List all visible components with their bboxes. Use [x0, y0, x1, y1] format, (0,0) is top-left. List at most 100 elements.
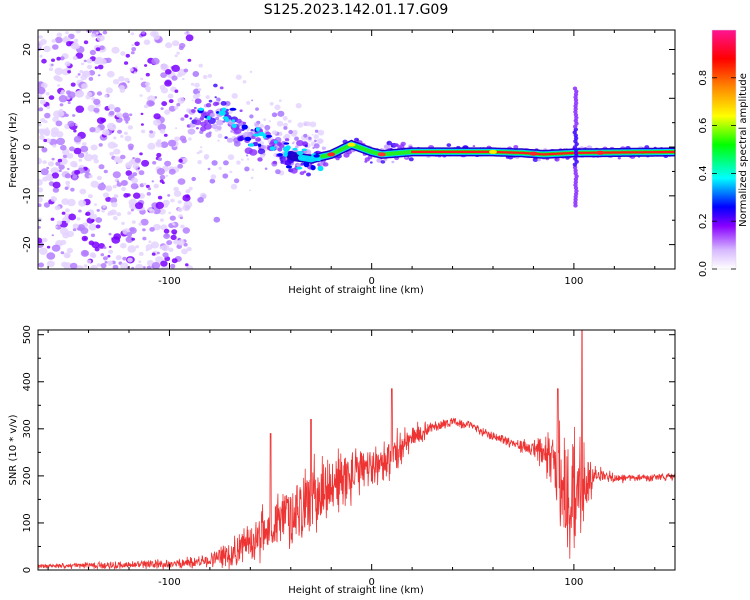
spike-blob [573, 180, 578, 185]
track-halo [252, 141, 259, 147]
noise-blob [67, 70, 71, 74]
noise-blob [244, 166, 250, 172]
noise-blob [224, 100, 231, 107]
track-patch [269, 146, 276, 151]
track-halo [472, 145, 476, 148]
noise-blob [89, 252, 96, 258]
noise-blob [115, 255, 122, 261]
track-halo [380, 160, 386, 164]
spike-blob [573, 133, 578, 138]
noise-blob [132, 172, 138, 177]
track-patch [206, 115, 211, 120]
noise-blob [50, 217, 55, 221]
noise-blob [168, 105, 176, 112]
track-halo [194, 98, 202, 104]
track-halo [220, 101, 227, 106]
noise-blob [97, 64, 104, 70]
noise-blob [70, 187, 75, 192]
noise-blob [125, 170, 133, 176]
noise-blob [151, 252, 156, 256]
noise-blob [120, 134, 124, 138]
noise-blob [59, 103, 64, 107]
noise-blob [156, 139, 162, 144]
track-halo [322, 162, 329, 167]
noise-blob [222, 173, 229, 179]
track-patch [258, 131, 265, 137]
noise-blob [58, 108, 64, 113]
noise-blob [127, 257, 133, 263]
noise-blob [56, 131, 64, 138]
noise-blob [159, 128, 166, 134]
noise-blob [78, 209, 82, 213]
colorbar-tick-label: 0.2 [698, 213, 709, 229]
noise-blob [38, 178, 43, 186]
noise-blob [160, 218, 164, 222]
spike-blob [573, 168, 578, 173]
track-patch [229, 107, 237, 111]
noise-blob [93, 98, 101, 105]
noise-blob [145, 248, 149, 252]
track-halo [383, 144, 390, 150]
noise-blob [67, 120, 75, 127]
noise-blob [118, 76, 125, 82]
noise-blob [174, 127, 178, 130]
spike-blob [572, 145, 578, 150]
noise-blob [120, 262, 129, 269]
noise-blob [89, 127, 96, 133]
noise-blob [268, 120, 271, 123]
noise-blob [84, 153, 93, 162]
colorbar-tick-label: 0.0 [698, 261, 709, 277]
noise-blob [204, 156, 209, 160]
noise-blob [103, 169, 108, 174]
noise-blob [73, 135, 82, 143]
noise-blob [113, 143, 118, 148]
x-tick-label: 0 [368, 276, 374, 287]
noise-blob [52, 144, 57, 148]
noise-blob [308, 136, 312, 140]
noise-blob [135, 245, 140, 249]
track-halo [211, 123, 218, 129]
track-hotspot [596, 150, 605, 155]
spike-blob [573, 136, 579, 141]
noise-blob [82, 71, 89, 77]
spike-blob [573, 156, 578, 161]
noise-blob [125, 53, 130, 58]
noise-blob [317, 129, 325, 136]
noise-blob [218, 166, 222, 170]
spike-blob [574, 189, 579, 193]
noise-blob [58, 164, 65, 170]
noise-blob [259, 123, 265, 129]
snr-ylabel: SNR (10 * v/v) [8, 414, 19, 485]
noise-blob [209, 178, 216, 184]
spike-blob [573, 98, 579, 103]
noise-blob [38, 157, 43, 165]
noise-blob [242, 80, 247, 84]
noise-blob [271, 130, 278, 136]
noise-blob [191, 99, 194, 102]
noise-blob [292, 130, 298, 136]
noise-blob [205, 95, 210, 100]
track-halo [291, 142, 295, 145]
noise-blob [108, 249, 114, 254]
track-halo [216, 119, 224, 126]
track-halo [208, 99, 213, 103]
spike-blob [573, 101, 579, 106]
noise-blob [83, 59, 87, 63]
noise-blob [305, 121, 312, 127]
noise-blob [77, 152, 85, 158]
noise-blob [160, 72, 168, 78]
noise-blob [171, 64, 180, 72]
noise-blob [105, 87, 113, 94]
snr-frame [37, 329, 676, 571]
noise-blob [113, 79, 120, 85]
noise-blob [43, 138, 48, 143]
noise-blob [100, 263, 107, 269]
noise-blob [46, 252, 56, 260]
noise-blob [89, 49, 96, 56]
noise-blob [148, 240, 152, 243]
noise-blob [125, 236, 134, 243]
noise-blob [199, 146, 203, 149]
noise-blob [318, 138, 324, 144]
track-patch [313, 154, 320, 158]
noise-blob [98, 243, 105, 249]
